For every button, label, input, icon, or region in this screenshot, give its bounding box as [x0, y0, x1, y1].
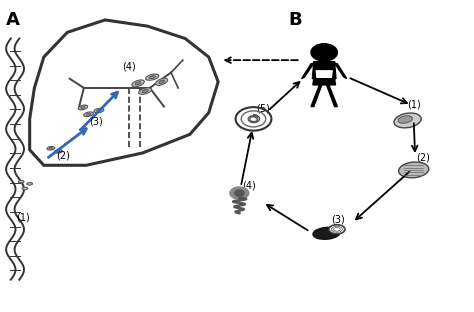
Text: (5): (5): [256, 103, 270, 113]
Ellipse shape: [139, 88, 152, 94]
Text: (2): (2): [416, 153, 430, 163]
Ellipse shape: [55, 150, 63, 153]
Text: B: B: [289, 11, 302, 29]
Ellipse shape: [97, 110, 101, 112]
Circle shape: [235, 190, 244, 196]
Circle shape: [311, 44, 337, 61]
Ellipse shape: [86, 113, 91, 115]
Ellipse shape: [159, 80, 164, 84]
Ellipse shape: [313, 227, 340, 239]
Circle shape: [230, 187, 249, 199]
Ellipse shape: [398, 116, 412, 123]
Ellipse shape: [27, 183, 33, 185]
Ellipse shape: [49, 148, 53, 149]
Ellipse shape: [84, 112, 93, 117]
Ellipse shape: [94, 108, 104, 113]
Text: (1): (1): [16, 213, 29, 223]
Text: (3): (3): [89, 117, 102, 127]
Ellipse shape: [22, 187, 28, 190]
Ellipse shape: [394, 113, 421, 128]
Ellipse shape: [132, 80, 144, 87]
Polygon shape: [301, 63, 314, 79]
Ellipse shape: [81, 106, 85, 109]
Polygon shape: [327, 85, 337, 106]
Text: (3): (3): [331, 214, 345, 224]
Ellipse shape: [399, 162, 429, 178]
Polygon shape: [312, 62, 336, 79]
Ellipse shape: [47, 147, 55, 150]
Ellipse shape: [18, 180, 24, 183]
Text: (4): (4): [242, 180, 255, 190]
Ellipse shape: [78, 105, 88, 110]
Text: (2): (2): [56, 151, 70, 161]
Polygon shape: [335, 63, 347, 79]
Text: A: A: [6, 11, 20, 29]
Ellipse shape: [56, 151, 60, 152]
Ellipse shape: [149, 76, 155, 79]
Ellipse shape: [135, 82, 141, 85]
Text: (4): (4): [122, 61, 136, 71]
Ellipse shape: [328, 225, 345, 234]
Ellipse shape: [142, 90, 148, 93]
Polygon shape: [311, 85, 322, 106]
Ellipse shape: [146, 74, 159, 80]
Text: (1): (1): [407, 100, 420, 110]
Ellipse shape: [155, 78, 168, 85]
Polygon shape: [313, 79, 336, 85]
